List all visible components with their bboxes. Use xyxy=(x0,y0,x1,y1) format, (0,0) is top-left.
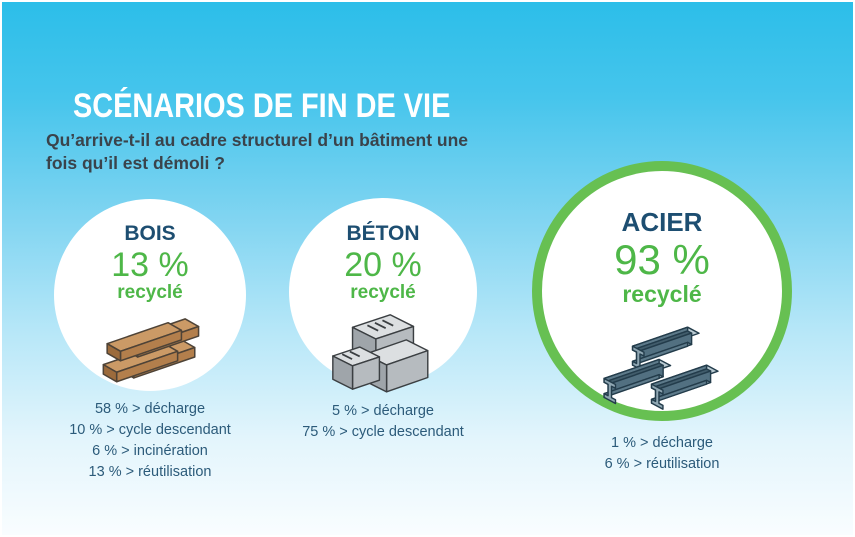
recycled-label: recyclé xyxy=(350,282,416,304)
recycled-percent: 20 % xyxy=(344,246,422,285)
breakdown-list-acier: 1 % > décharge 6 % > réutilisation xyxy=(532,433,792,475)
subtitle-line-1: Qu’arrive-t-il au cadre structurel d’un … xyxy=(46,130,469,150)
material-name: BOIS xyxy=(124,222,176,245)
recycled-label: recyclé xyxy=(117,282,183,304)
breakdown-list-bois: 58 % > décharge 10 % > cycle descendant … xyxy=(20,399,280,483)
recycled-label: recyclé xyxy=(622,281,702,308)
concrete-blocks-icon xyxy=(329,313,437,399)
material-card-bois: BOIS 13 % recyclé xyxy=(54,199,246,391)
breakdown-line: 6 % > incinération xyxy=(92,443,208,459)
breakdown-line: 13 % > réutilisation xyxy=(88,464,212,480)
breakdown-line: 10 % > cycle descendant xyxy=(69,422,231,438)
material-card-acier: ACIER 93 % recyclé xyxy=(532,161,792,421)
breakdown-list-beton: 5 % > décharge 75 % > cycle descendant xyxy=(253,401,513,443)
breakdown-line: 58 % > décharge xyxy=(94,401,206,417)
subtitle-line-2: fois qu’il est démoli ? xyxy=(46,153,225,173)
page-subtitle: Qu’arrive-t-il au cadre structurel d’un … xyxy=(46,129,546,175)
material-name: BÉTON xyxy=(346,222,420,245)
material-name: ACIER xyxy=(621,207,703,237)
recycled-percent: 93 % xyxy=(614,236,710,284)
breakdown-line: 5 % > décharge xyxy=(332,403,434,419)
recycled-percent: 13 % xyxy=(111,246,189,285)
steel-beams-icon xyxy=(587,312,737,424)
wood-planks-icon xyxy=(88,317,212,397)
material-card-beton: BÉTON 20 % recyclé xyxy=(289,198,477,393)
page-title: SCÉNARIOS DE FIN DE VIE xyxy=(73,87,451,125)
breakdown-line: 1 % > décharge xyxy=(611,435,713,451)
breakdown-line: 75 % > cycle descendant xyxy=(302,424,464,440)
breakdown-line: 6 % > réutilisation xyxy=(604,456,720,472)
